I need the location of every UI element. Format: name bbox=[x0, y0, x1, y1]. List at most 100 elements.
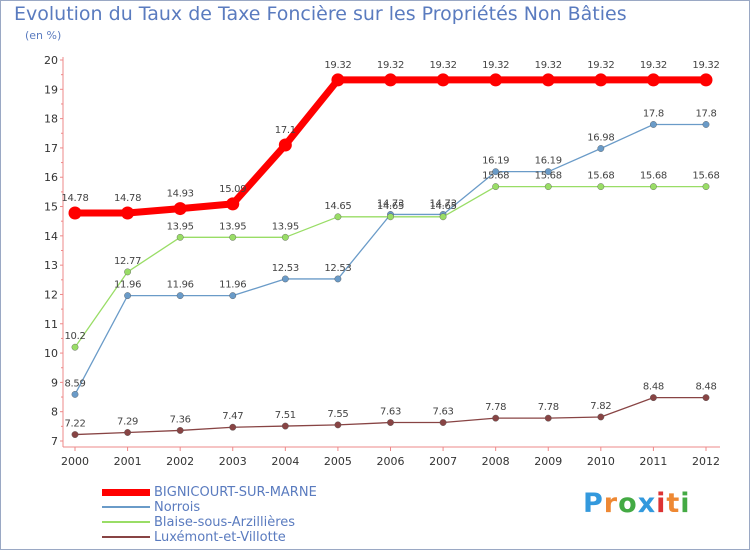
x-tick-label: 2011 bbox=[639, 455, 667, 468]
series-3-data-label: 7.29 bbox=[117, 417, 138, 428]
series-2-point bbox=[439, 213, 447, 221]
y-tick-label: 18 bbox=[44, 113, 58, 126]
series-1-data-label: 17.8 bbox=[695, 108, 716, 119]
series-2-data-label: 14.65 bbox=[324, 201, 351, 212]
series-0-point bbox=[594, 73, 608, 87]
series-3-point bbox=[597, 413, 605, 421]
series-3-data-label: 7.63 bbox=[433, 407, 454, 418]
series-0-point bbox=[699, 73, 713, 87]
series-1-point bbox=[71, 391, 79, 398]
series-3-point bbox=[387, 419, 394, 426]
series-0-point bbox=[278, 138, 292, 152]
series-2-data-label: 14.65 bbox=[430, 201, 457, 212]
series-line-1 bbox=[74, 123, 706, 395]
series-0-data-label: 19.32 bbox=[482, 60, 509, 71]
legend-label: Luxémont-et-Villotte bbox=[154, 530, 286, 545]
series-3-data-label: 7.22 bbox=[64, 419, 85, 430]
series-1-point bbox=[334, 275, 342, 283]
series-0-point bbox=[331, 73, 345, 87]
series-3-data-label: 7.63 bbox=[380, 407, 401, 418]
series-2-point bbox=[176, 233, 184, 241]
series-0-data-label: 19.32 bbox=[640, 60, 667, 71]
series-1-point bbox=[281, 275, 289, 283]
logo-letter: r bbox=[603, 488, 619, 519]
series-3-point bbox=[176, 427, 184, 434]
series-3-data-label: 7.47 bbox=[222, 411, 243, 422]
series-3-data-label: 8.48 bbox=[695, 382, 716, 393]
x-tick-label: 2012 bbox=[692, 455, 720, 468]
x-tick-label: 2010 bbox=[587, 455, 615, 468]
series-2-data-label: 15.68 bbox=[482, 171, 509, 182]
series-3-data-label: 7.36 bbox=[170, 414, 191, 425]
series-2-point bbox=[702, 183, 710, 191]
series-2-data-label: 10.2 bbox=[64, 331, 85, 342]
series-0-data-label: 19.32 bbox=[535, 60, 562, 71]
legend-label: BIGNICOURT-SUR-MARNE bbox=[154, 485, 317, 500]
series-1-data-label: 8.59 bbox=[64, 378, 85, 389]
series-0-point bbox=[489, 73, 503, 87]
series-2-data-label: 15.68 bbox=[587, 171, 614, 182]
y-tick-label: 20 bbox=[44, 54, 58, 67]
series-3-data-label: 7.82 bbox=[590, 401, 611, 412]
x-tick-label: 2007 bbox=[429, 455, 457, 468]
chart-legend: BIGNICOURT-SUR-MARNE Norrois Blaise-sous-A… bbox=[96, 485, 396, 545]
series-0-data-label: 14.78 bbox=[114, 193, 141, 204]
series-0-data-label: 19.32 bbox=[587, 60, 614, 71]
series-3-point bbox=[702, 394, 710, 402]
logo-letter: t bbox=[666, 488, 681, 519]
proxiti-logo: Proxiti bbox=[583, 488, 691, 519]
series-0-point bbox=[68, 206, 82, 220]
series-3-point bbox=[650, 394, 657, 402]
series-1-point bbox=[650, 121, 657, 128]
y-tick-label: 9 bbox=[51, 376, 58, 389]
series-0-point bbox=[541, 73, 555, 87]
series-3-point bbox=[492, 414, 500, 422]
series-2-point bbox=[492, 183, 500, 191]
series-2-data-label: 13.95 bbox=[272, 221, 299, 232]
x-tick-label: 2009 bbox=[534, 455, 562, 468]
y-tick-label: 14 bbox=[44, 230, 58, 243]
series-2-data-label: 15.68 bbox=[692, 171, 719, 182]
x-tick-label: 2000 bbox=[61, 455, 89, 468]
legend-swatch bbox=[102, 506, 150, 508]
series-1-data-label: 12.53 bbox=[272, 263, 299, 274]
series-3-data-label: 7.51 bbox=[275, 410, 296, 421]
legend-item: Luxémont-et-Villotte bbox=[96, 530, 396, 545]
series-1-data-label: 16.19 bbox=[482, 156, 509, 167]
series-2-point bbox=[71, 343, 79, 351]
legend-swatch bbox=[102, 521, 150, 523]
series-2-point bbox=[387, 213, 394, 221]
series-1-data-label: 11.96 bbox=[219, 280, 246, 291]
series-1-data-label: 11.96 bbox=[114, 280, 141, 291]
y-tick-label: 16 bbox=[44, 171, 58, 184]
logo-letter: o bbox=[618, 488, 638, 519]
series-0-data-label: 19.32 bbox=[692, 60, 719, 71]
logo-letter: i bbox=[656, 488, 667, 519]
series-2-data-label: 15.68 bbox=[640, 171, 667, 182]
series-0-data-label: 14.93 bbox=[167, 189, 194, 200]
series-0-point bbox=[384, 73, 397, 87]
series-3-point bbox=[544, 414, 552, 422]
series-0-point bbox=[646, 73, 660, 87]
logo-letter: x bbox=[637, 488, 657, 519]
series-1-data-label: 11.96 bbox=[167, 280, 194, 291]
series-0-data-label: 14.78 bbox=[61, 193, 88, 204]
series-3-point bbox=[334, 421, 342, 429]
series-2-point bbox=[334, 213, 342, 221]
series-3-point bbox=[229, 423, 237, 431]
legend-swatch bbox=[102, 489, 150, 496]
series-1-point bbox=[597, 145, 605, 152]
series-1-point bbox=[229, 292, 237, 300]
series-2-data-label: 14.65 bbox=[377, 201, 404, 212]
series-3-data-label: 7.78 bbox=[538, 402, 559, 413]
series-2-point bbox=[650, 183, 657, 191]
y-tick-label: 13 bbox=[44, 259, 58, 272]
series-2-point bbox=[229, 233, 237, 241]
legend-swatch bbox=[102, 536, 150, 538]
legend-item: Norrois bbox=[96, 500, 396, 515]
logo-letter: i bbox=[680, 488, 691, 519]
series-2-point bbox=[544, 183, 552, 191]
series-1-point bbox=[176, 292, 184, 300]
y-tick-label: 7 bbox=[51, 435, 58, 448]
series-1-data-label: 17.8 bbox=[643, 108, 664, 119]
